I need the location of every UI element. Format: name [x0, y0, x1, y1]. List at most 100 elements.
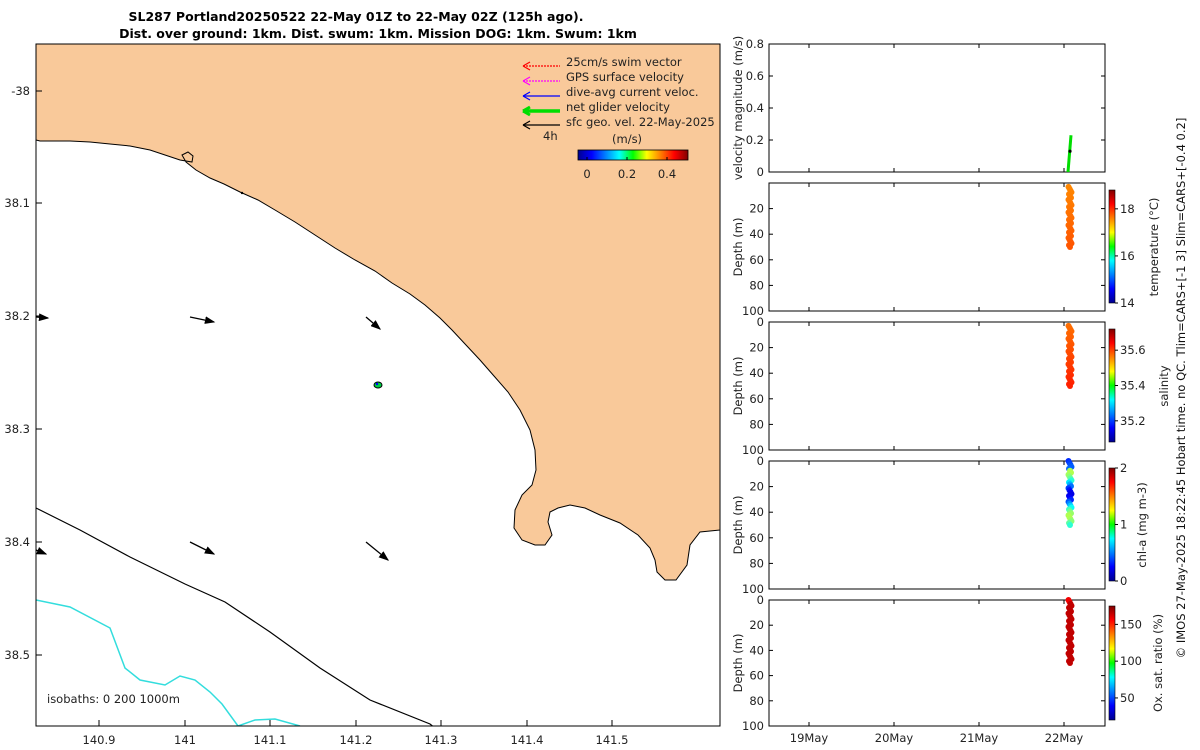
time-tick-label: 22May [1045, 731, 1084, 745]
sfc-vel-arrow [189, 541, 216, 555]
colorbar-tick: 0.2 [618, 167, 636, 181]
isobath-1000m [36, 599, 301, 726]
y-tick-label: 40 [749, 227, 764, 241]
chla-cb-label: chl-a (mg m-3) [1135, 482, 1149, 567]
profile-point [1067, 244, 1073, 250]
lat-tick-label: 38.5 [4, 648, 30, 662]
time-tick-label: 20May [875, 731, 914, 745]
oxygen-cb-label: Ox. sat. ratio (%) [1151, 614, 1165, 712]
lon-tick-label: 141 [174, 733, 196, 747]
net-glider-velocity-mark [1066, 135, 1073, 173]
time-tick-label: 19May [790, 731, 829, 745]
glider-track [373, 381, 383, 389]
y-tick-label: 20 [749, 480, 764, 494]
cb-tick-label: 50 [1120, 691, 1135, 705]
velocity-ylabel: velocity magnitude (m/s) [731, 36, 745, 181]
chla-marks [1065, 458, 1075, 528]
sfc-vel-arrow [36, 313, 50, 322]
profile-point [1067, 660, 1073, 666]
y-tick-label: 0 [757, 593, 764, 607]
colorbar-tick: 0.4 [658, 167, 676, 181]
lon-tick-label: 141.5 [596, 733, 629, 747]
lon-tick-label: 141.4 [511, 733, 544, 747]
lat-tick-label: 38.4 [4, 535, 30, 549]
temperature-panel: 20 40 60 80 100 Depth (m) 14 16 18 temperature… [731, 182, 1161, 318]
profile-point [1067, 383, 1073, 389]
y-tick-label: 20 [749, 341, 764, 355]
y-tick-label: 20 [749, 618, 764, 632]
y-tick-label: 80 [749, 556, 764, 570]
dive-avg-velocity-point [1068, 149, 1072, 153]
legend-item-sfc-geo-velocity: sfc geo. vel. 22-May-2025 [522, 115, 715, 130]
velocity-marks [1066, 135, 1073, 173]
y-tick-label: 80 [749, 278, 764, 292]
y-tick-label: 0 [757, 454, 764, 468]
cb-tick-label: 1 [1120, 518, 1127, 532]
y-tick-label: 0.6 [746, 69, 764, 83]
y-tick-label: 100 [742, 443, 764, 457]
lat-tick-label: 38.2 [4, 309, 30, 323]
y-tick-label: 100 [742, 304, 764, 318]
lon-tick-label: 141.2 [340, 733, 373, 747]
cb-tick-label: 150 [1120, 617, 1142, 631]
colorbar-tick: 0 [583, 167, 590, 181]
lon-tick-label: 140.9 [83, 733, 116, 747]
cb-tick-label: 0 [1120, 574, 1127, 588]
y-tick-label: 0.4 [746, 101, 764, 115]
salinity-marks [1065, 322, 1075, 389]
y-tick-label: 0 [757, 165, 764, 179]
land-mass [36, 44, 720, 581]
lon-tick-label: 141.3 [425, 733, 458, 747]
temperature-marks [1065, 183, 1075, 250]
cb-tick-label: 16 [1120, 249, 1135, 263]
legend-item-swim-vector: 25cm/s swim vector [522, 55, 682, 71]
y-tick-label: 0.2 [746, 133, 764, 147]
cb-tick-label: 35.6 [1120, 343, 1146, 357]
isobaths-label: isobaths: 0 200 1000m [47, 692, 180, 706]
oxygen-marks [1065, 597, 1075, 666]
cb-tick-label: 100 [1120, 654, 1142, 668]
map-legend: 25cm/s swim vector GPS surface velocity … [522, 55, 715, 143]
map-panel: 140.9 141 141.1 141.2 141.3 141.4 141.5 -38 38.… [4, 43, 721, 747]
y-tick-label: 60 [749, 392, 764, 406]
y-tick-label: 60 [749, 531, 764, 545]
time-tick-label: 21May [960, 731, 999, 745]
cb-tick-label: 35.2 [1120, 414, 1146, 428]
y-tick-label: 0.8 [746, 37, 764, 51]
lat-tick-label: 38.3 [4, 422, 30, 436]
temperature-cb-label: temperature (°C) [1147, 198, 1161, 297]
isobath-200m [36, 507, 434, 726]
map-colorbar: (m/s) 0 0.2 0.4 [577, 132, 689, 181]
y-tick-label: 40 [749, 505, 764, 519]
surface-velocity-arrows [36, 313, 390, 561]
salinity-cb-label: salinity [1157, 365, 1171, 406]
map-frame [35, 43, 721, 727]
sfc-vel-arrow [189, 316, 216, 324]
lat-tick-label: -38 [11, 84, 30, 98]
plot-title-line1: SL287 Portland20250522 22-May 01Z to 22-… [128, 9, 584, 24]
oxygen-ylabel: Depth (m) [731, 634, 745, 693]
velocity-panel: 0 0.2 0.4 0.6 0.8 velocity magnitude (m/s) [731, 36, 1106, 181]
cb-tick-label: 18 [1120, 202, 1135, 216]
legend-item-gps-velocity: GPS surface velocity [522, 70, 684, 86]
cb-tick-label: 35.4 [1120, 379, 1146, 393]
y-tick-label: 80 [749, 694, 764, 708]
legend-item-net-glider-velocity: net glider velocity [522, 100, 670, 117]
legend-label: dive-avg current veloc. [566, 85, 699, 99]
y-tick-label: 20 [749, 202, 764, 216]
oxygen-panel: 0 20 40 60 80 100 Depth (m) 50 100 150 Ox. sat.… [731, 593, 1165, 745]
y-tick-label: 100 [742, 719, 764, 733]
y-tick-label: 40 [749, 366, 764, 380]
chla-panel: 0 20 40 60 80 100 Depth (m) 0 1 2 chl-a (mg m-3… [731, 454, 1149, 596]
map-lon-ticks: 140.9 141 141.1 141.2 141.3 141.4 141.5 [83, 720, 629, 747]
y-tick-label: 60 [749, 253, 764, 267]
legend-item-dive-avg-current: dive-avg current veloc. [522, 85, 699, 101]
cb-tick-label: 14 [1120, 296, 1135, 310]
chla-ylabel: Depth (m) [731, 496, 745, 555]
y-tick-label: 40 [749, 643, 764, 657]
legend-label: sfc geo. vel. 22-May-2025 [566, 115, 715, 129]
legend-label: 25cm/s swim vector [566, 55, 682, 69]
y-tick-label: 80 [749, 417, 764, 431]
y-tick-label: 0 [757, 315, 764, 329]
